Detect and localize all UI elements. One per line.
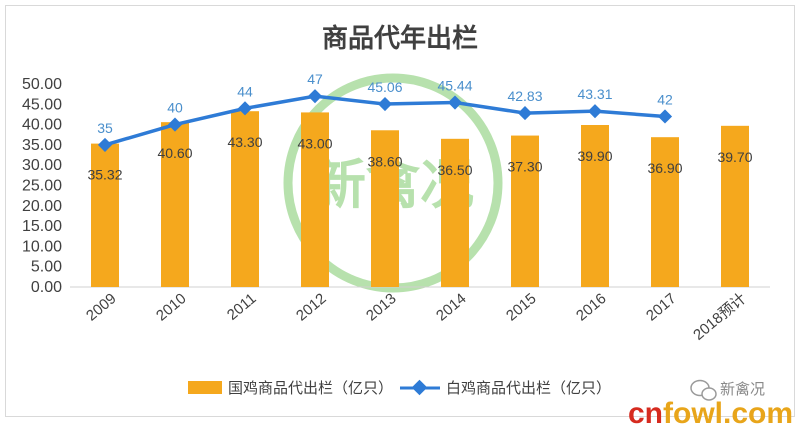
bar-value-label: 43.30 (227, 134, 262, 150)
wechat-icon (690, 379, 717, 401)
bar (511, 135, 539, 287)
y-tick-label: 10.00 (22, 238, 62, 255)
x-tick-label: 2011 (224, 290, 260, 324)
site-suffix: fowl.com (663, 397, 793, 430)
bar (301, 112, 329, 287)
y-axis: 0.00 5.00 10.00 15.00 20.00 25.00 30.00 35.00 40… (22, 76, 62, 296)
line-value-label: 35 (97, 120, 113, 136)
brand-label: 新禽况 (720, 380, 765, 398)
watermark-circle (283, 73, 503, 293)
y-tick-label: 5.00 (31, 259, 62, 276)
y-tick-label: 0.00 (31, 279, 62, 296)
line-value-label: 42.83 (507, 88, 542, 104)
x-tick-label: 2010 (153, 290, 189, 324)
bar-value-label: 43.00 (297, 135, 332, 151)
line-value-label: 47 (307, 71, 323, 87)
y-tick-label: 25.00 (22, 178, 62, 195)
bar (161, 122, 189, 287)
y-tick-label: 30.00 (22, 157, 62, 174)
line-point (517, 106, 533, 121)
bar-value-label: 36.50 (437, 162, 472, 178)
bar (371, 130, 399, 287)
bar-value-label: 39.70 (717, 149, 752, 165)
site-prefix: cn (628, 397, 663, 430)
chart-title: 商品代年出栏 (322, 23, 478, 54)
bar-value-label: 38.60 (367, 153, 402, 169)
x-tick-label: 2014 (433, 290, 469, 324)
legend: 国鸡商品代出栏（亿只） 白鸡商品代出栏（亿只） (188, 379, 611, 397)
bar (441, 138, 469, 287)
y-tick-label: 50.00 (22, 76, 62, 93)
bar-value-label: 37.30 (507, 159, 542, 175)
x-tick-label: 2018预计 (690, 290, 749, 344)
line-series (97, 89, 673, 152)
x-tick-label: 2016 (573, 290, 609, 324)
legend-bar-label: 国鸡商品代出栏（亿只） (228, 379, 393, 397)
y-tick-label: 45.00 (22, 96, 62, 113)
bar-data-labels: 35.32 40.60 43.30 43.00 38.60 36.50 37.30 39.90… (87, 134, 752, 182)
bar-value-label: 36.90 (647, 160, 682, 176)
line-value-label: 45.44 (437, 78, 472, 94)
line-point (587, 104, 603, 119)
bar (721, 125, 749, 288)
x-axis: 2009 2010 2011 2012 2013 2014 2015 2016 2017 2018… (83, 290, 749, 344)
legend-line-marker (411, 379, 428, 396)
bar-value-label: 35.32 (87, 167, 122, 183)
bar-value-label: 40.60 (157, 145, 192, 161)
line-point (657, 109, 673, 124)
bar (651, 137, 679, 287)
y-tick-label: 35.00 (22, 137, 62, 154)
line-value-label: 43.31 (577, 86, 612, 102)
line-point (447, 95, 463, 110)
bar-series (91, 111, 749, 288)
line-value-label: 45.06 (367, 79, 402, 95)
legend-bar-swatch (188, 381, 222, 394)
line-point (307, 89, 323, 104)
line-data-labels: 35 40 44 47 45.06 45.44 42.83 43.31 42 (97, 71, 673, 136)
y-tick-label: 40.00 (22, 117, 62, 134)
bar-value-label: 39.90 (577, 148, 612, 164)
x-tick-label: 2012 (293, 290, 329, 324)
x-tick-label: 2013 (363, 290, 399, 324)
bar (231, 111, 259, 288)
line-value-label: 42 (657, 91, 673, 107)
x-tick-label: 2017 (643, 290, 679, 324)
y-tick-label: 15.00 (22, 218, 62, 235)
bar (91, 143, 119, 287)
bar (581, 125, 609, 287)
line-point (377, 96, 393, 112)
line-value-label: 40 (167, 100, 183, 116)
line-value-label: 44 (237, 83, 253, 99)
x-tick-label: 2009 (83, 290, 119, 324)
site-url: cnfowl.com (628, 397, 793, 430)
y-tick-label: 20.00 (22, 198, 62, 215)
x-tick-label: 2015 (503, 290, 539, 324)
brand: 新禽况 (690, 379, 765, 401)
legend-line-label: 白鸡商品代出栏（亿只） (446, 379, 611, 397)
